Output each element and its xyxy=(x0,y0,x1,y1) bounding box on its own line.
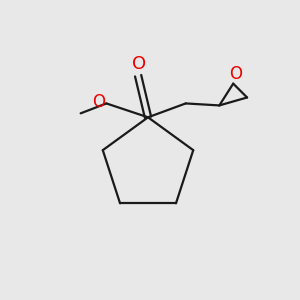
Text: O: O xyxy=(92,93,105,111)
Text: O: O xyxy=(132,55,146,73)
Text: O: O xyxy=(229,65,242,83)
